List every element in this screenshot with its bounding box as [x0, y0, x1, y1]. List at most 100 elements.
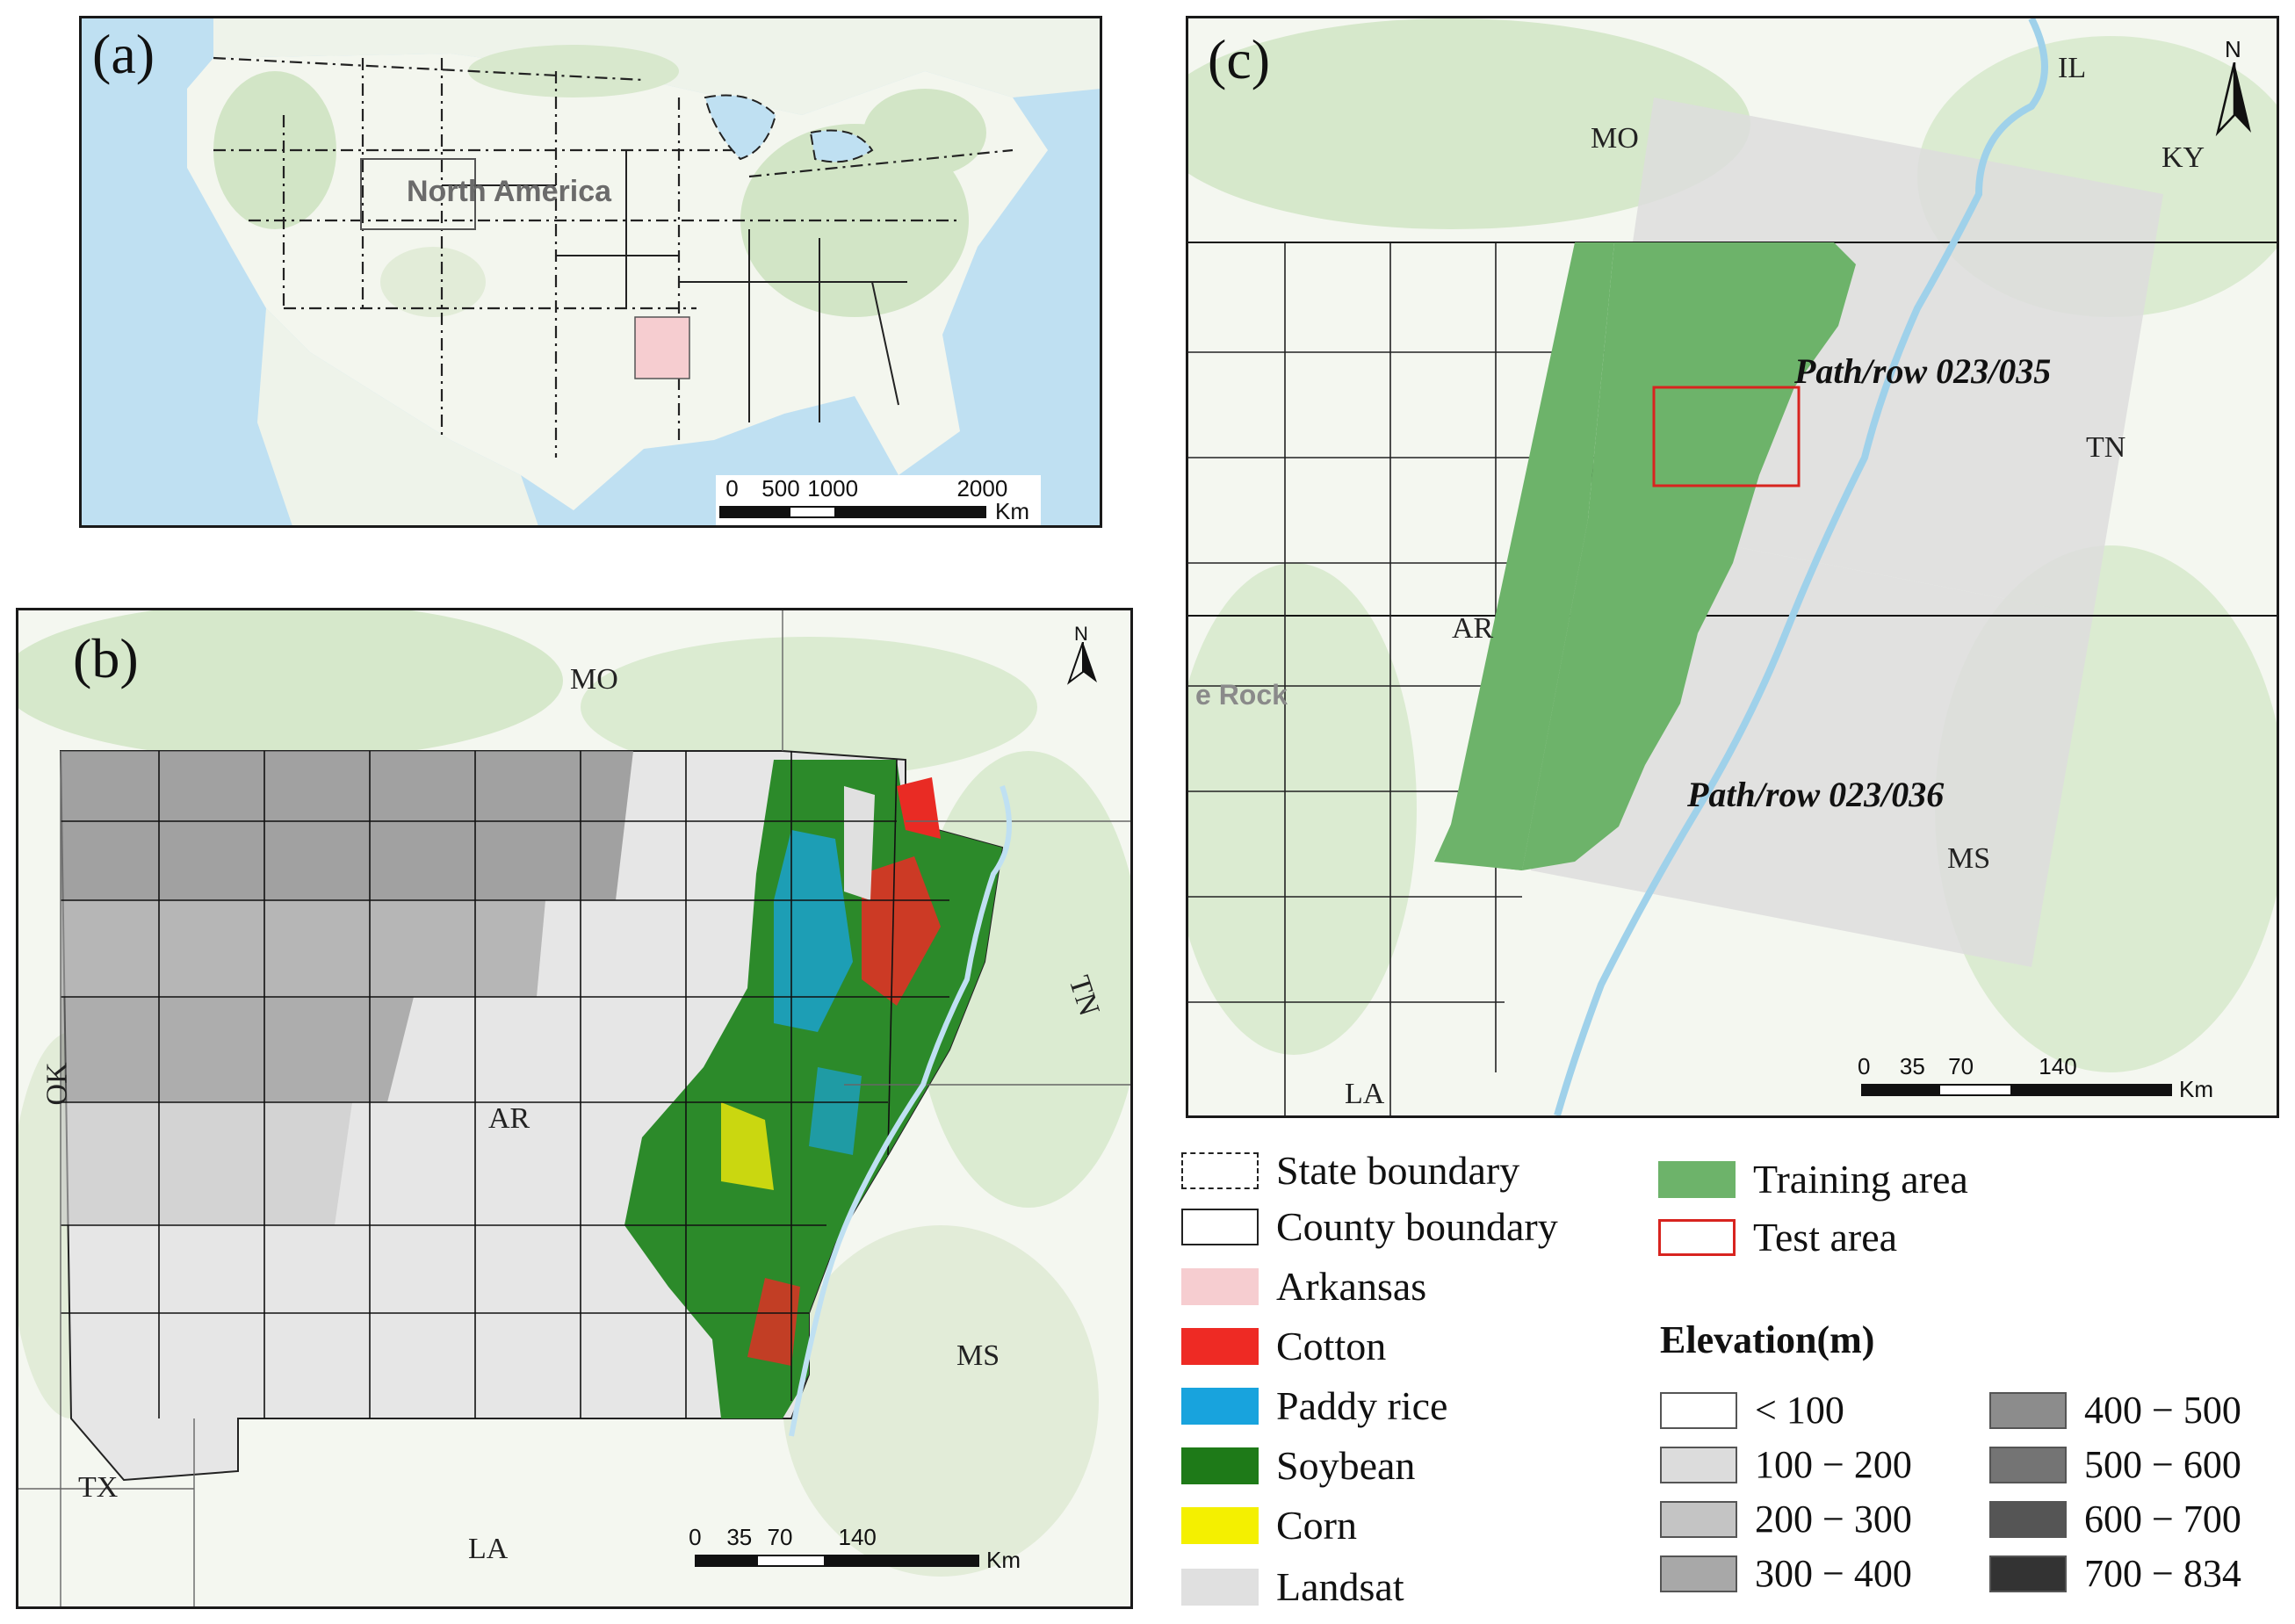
- scale-c-tick-1: 35: [1899, 1053, 1925, 1079]
- elev-label-6: 600 − 700: [2084, 1498, 2241, 1541]
- c-label-il: IL: [2058, 52, 2087, 84]
- panel-b-arkansas-map: (b) MO OK AR TN MS TX LA N 0 35 70 140 K…: [16, 608, 1133, 1609]
- legend-paddy-rice-label: Paddy rice: [1276, 1383, 1448, 1428]
- c-label-ms: MS: [1947, 842, 1991, 875]
- elevation-class-4: 400 − 500: [1989, 1388, 2241, 1433]
- elev-label-7: 700 − 834: [2084, 1552, 2241, 1595]
- cotton-swatch: [1181, 1327, 1259, 1365]
- elev-swatch-3: [1660, 1555, 1737, 1592]
- scale-c-tick-0: 0: [1857, 1053, 1871, 1079]
- panel-b-label: (b): [73, 627, 139, 689]
- north-arrow-c: N: [2212, 36, 2256, 141]
- scale-b-tick-1: 35: [726, 1524, 753, 1550]
- arkansas-swatch: [1181, 1267, 1259, 1305]
- scale-b-tick-3: 140: [838, 1524, 877, 1550]
- training-area-swatch: [1658, 1160, 1736, 1198]
- legend-cotton-label: Cotton: [1276, 1324, 1387, 1368]
- landsat-map-svg: [1188, 18, 2277, 1115]
- arkansas-highlight: [634, 316, 690, 379]
- legend-landsat: Landsat: [1181, 1563, 1404, 1610]
- legend-test-area-label: Test area: [1753, 1215, 1898, 1260]
- scale-b-tick-0: 0: [689, 1524, 702, 1550]
- elevation-class-6: 600 − 700: [1989, 1497, 2241, 1541]
- legend-paddy-rice: Paddy rice: [1181, 1382, 1447, 1429]
- legend-landsat-label: Landsat: [1276, 1564, 1404, 1609]
- legend-county-boundary-label: County boundary: [1276, 1204, 1558, 1249]
- mexico-area: [257, 308, 538, 525]
- elev-swatch-2: [1660, 1500, 1737, 1538]
- path-row-035-label: Path/row 023/035: [1794, 351, 2052, 391]
- scale-bar-c: 0 35 70 140 Km: [1856, 1053, 2260, 1106]
- elevation-class-2: 200 − 300: [1660, 1497, 1912, 1541]
- elev-label-1: 100 − 200: [1755, 1443, 1912, 1486]
- scale-a-tick-3: 2000: [956, 475, 1008, 502]
- scale-a-tick-1: 500: [761, 475, 800, 502]
- elev-label-3: 300 − 400: [1755, 1552, 1912, 1595]
- elevation-class-1: 100 − 200: [1660, 1442, 1912, 1487]
- mississippi-river-c: [1554, 18, 2048, 1115]
- soybean-swatch: [1181, 1447, 1259, 1484]
- state-boundary-swatch: [1181, 1151, 1259, 1189]
- legend-training-area: Training area: [1658, 1156, 1968, 1202]
- elev-label-5: 500 − 600: [2084, 1443, 2241, 1486]
- legend-state-boundary: State boundary: [1181, 1147, 1519, 1194]
- legend-arkansas: Arkansas: [1181, 1263, 1426, 1310]
- elev-swatch-0: [1660, 1391, 1737, 1429]
- b-label-tx: TX: [78, 1471, 119, 1504]
- c-label-ar: AR: [1452, 612, 1494, 645]
- north-label-c: N: [2225, 36, 2241, 62]
- panel-a-label: (a): [92, 23, 155, 85]
- c-label-ky: KY: [2161, 141, 2205, 174]
- legend-corn: Corn: [1181, 1502, 1357, 1548]
- scale-c-tick-2: 70: [1948, 1053, 1974, 1079]
- b-label-ms: MS: [956, 1339, 1000, 1372]
- test-area-swatch: [1658, 1218, 1736, 1256]
- test-area: [1652, 386, 1801, 487]
- elev-label-2: 200 − 300: [1755, 1498, 1912, 1541]
- path-row-036-label: Path/row 023/036: [1687, 775, 1945, 814]
- elev-swatch-1: [1660, 1446, 1737, 1483]
- north-arrow-b: N: [1064, 623, 1102, 685]
- elev-label-0: < 100: [1755, 1389, 1844, 1432]
- legend-cotton: Cotton: [1181, 1323, 1386, 1369]
- training-area: [1522, 242, 1856, 870]
- scale-b-tick-2: 70: [767, 1524, 793, 1550]
- legend-arkansas-label: Arkansas: [1276, 1264, 1427, 1309]
- panel-a-us-map: (a) North America 0 500 1000 2000 Km: [79, 16, 1102, 528]
- b-label-la: LA: [468, 1533, 509, 1565]
- elev-swatch-4: [1989, 1391, 2067, 1429]
- scale-b-unit: Km: [986, 1547, 1021, 1573]
- b-label-ok: OK: [40, 1062, 74, 1106]
- scale-bar-b: 0 35 70 140 Km: [688, 1524, 1057, 1577]
- legend-corn-label: Corn: [1276, 1503, 1357, 1548]
- c-label-tn: TN: [2086, 431, 2126, 464]
- county-boundary-swatch: [1181, 1208, 1259, 1245]
- scale-c-tick-3: 140: [2039, 1053, 2077, 1079]
- legend-soybean: Soybean: [1181, 1442, 1415, 1489]
- legend-training-area-label: Training area: [1753, 1157, 1968, 1202]
- arkansas-map-svg: [18, 610, 1130, 1606]
- legend-test-area: Test area: [1658, 1214, 1897, 1260]
- b-label-ar: AR: [488, 1102, 530, 1135]
- elevation-class-7: 700 − 834: [1989, 1551, 2241, 1596]
- elevation-class-0: < 100: [1660, 1388, 1844, 1433]
- elev-label-4: 400 − 500: [2084, 1389, 2241, 1432]
- elevation-title: Elevation(m): [1660, 1318, 1875, 1361]
- scale-a-tick-2: 1000: [807, 475, 859, 502]
- north-label-b: N: [1074, 623, 1088, 645]
- b-label-mo: MO: [570, 663, 618, 696]
- scale-c-unit: Km: [2179, 1076, 2213, 1102]
- elev-swatch-6: [1989, 1500, 2067, 1538]
- scale-a-unit: Km: [995, 498, 1029, 524]
- elevation-class-5: 500 − 600: [1989, 1442, 2241, 1487]
- legend-county-boundary: County boundary: [1181, 1203, 1558, 1250]
- north-america-label: North America: [407, 175, 612, 208]
- legend-soybean-label: Soybean: [1276, 1443, 1416, 1488]
- legend: State boundary County boundary Arkansas …: [1177, 1133, 2292, 1616]
- us-map-svg: [187, 18, 1100, 525]
- c-label-la: LA: [1345, 1078, 1385, 1110]
- scale-a-tick-0: 0: [725, 475, 739, 502]
- mississippi-river: [789, 785, 1012, 1437]
- legend-state-boundary-label: State boundary: [1276, 1148, 1520, 1193]
- paddy-rice-swatch: [1181, 1387, 1259, 1425]
